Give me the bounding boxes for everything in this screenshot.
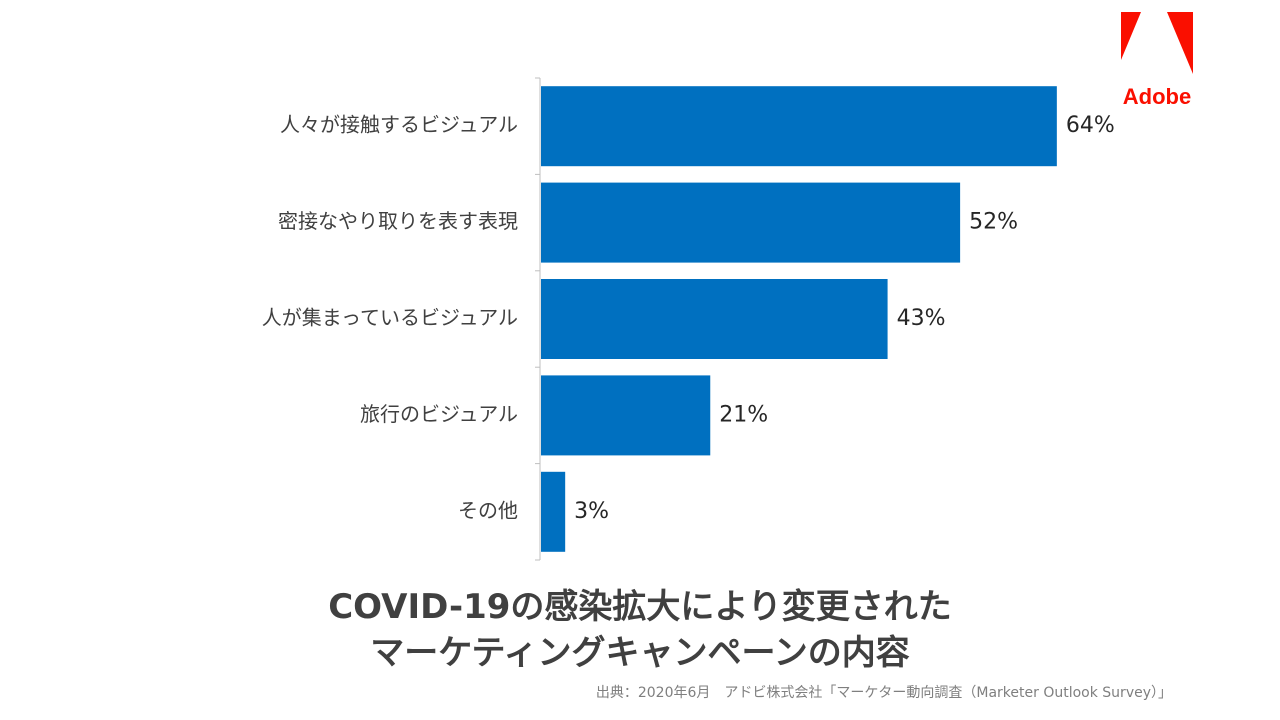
category-label: 密接なやり取りを表す表現 [278,209,518,233]
adobe-logo: Adobe [1121,12,1193,112]
bar [541,182,961,263]
bar [541,471,566,552]
bar [541,375,711,456]
value-label: 3% [574,499,609,524]
value-label: 43% [897,306,946,331]
bar [541,279,888,359]
chart-title: COVID-19の感染拡大により変更された マーケティングキャンペーンの内容 [0,584,1280,676]
value-label: 64% [1066,113,1115,138]
value-label: 21% [719,402,768,427]
chart-title-line-1: COVID-19の感染拡大により変更された [328,587,952,627]
chart-title-line-2: マーケティングキャンペーンの内容 [370,633,910,673]
category-label: 人々が接触するビジュアル [280,113,518,137]
value-label: 52% [969,210,1018,235]
adobe-logo-text: Adobe [1122,84,1192,109]
source-note: 出典：2020年6月 アドビ株式会社「マーケター動向調査（Marketer Ou… [595,685,1172,701]
category-label: 人が集まっているビジュアル [262,306,518,330]
category-label: 旅行のビジュアル [360,402,518,426]
bar [541,86,1057,167]
adobe-logo-icon [1121,12,1193,74]
category-label: その他 [458,498,518,522]
